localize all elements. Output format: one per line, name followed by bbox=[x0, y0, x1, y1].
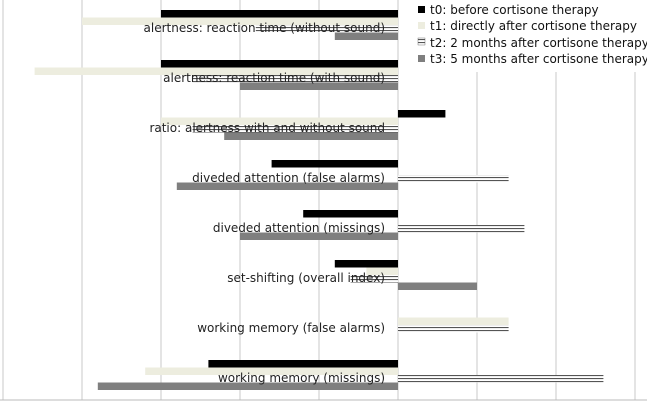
bar-t3-cat-4 bbox=[240, 232, 398, 240]
bar-t1-cat-0 bbox=[82, 17, 398, 25]
legend-label-t2: t2: 2 months after cortisone therapy bbox=[430, 36, 647, 50]
bar-t3-cat-0 bbox=[334, 32, 398, 40]
category-label: alertness: reaction time (without sound) bbox=[144, 21, 386, 35]
bar-t3-cat-3 bbox=[176, 182, 398, 190]
bar-t1-cat-2 bbox=[161, 117, 398, 125]
bars bbox=[34, 10, 604, 390]
bar-t0-cat-2 bbox=[398, 110, 446, 118]
category-labels: alertness: reaction time (without sound)… bbox=[144, 21, 386, 385]
bar-t3-cat-5 bbox=[398, 282, 477, 290]
category-label: alertness: reaction time (with sound) bbox=[163, 71, 385, 85]
bar-t1-cat-1 bbox=[34, 67, 398, 75]
bar-t0-cat-1 bbox=[161, 60, 398, 68]
legend-item-t2: t2: 2 months after cortisone therapy bbox=[417, 36, 647, 50]
legend-label-t0: t0: before cortisone therapy bbox=[430, 3, 599, 17]
legend-label-t3: t3: 5 months after cortisone therapy bbox=[430, 52, 647, 66]
bar-t1-cat-6 bbox=[398, 317, 509, 325]
legend-label-t1: t1: directly after cortisone therapy bbox=[430, 19, 637, 33]
bar-t0-cat-5 bbox=[334, 260, 398, 268]
legend: t0: before cortisone therapy t1: directl… bbox=[412, 0, 647, 72]
bar-t2-cat-1 bbox=[192, 75, 398, 83]
category-label: diveded attention (missings) bbox=[213, 221, 385, 235]
legend-swatch-t2 bbox=[417, 37, 426, 46]
bar-t1-cat-7 bbox=[145, 367, 398, 375]
bar-t2-cat-5 bbox=[350, 275, 398, 283]
bar-t2-cat-6 bbox=[398, 325, 509, 333]
bar-t0-cat-3 bbox=[271, 160, 398, 168]
category-label: ratio: alertness with and without sound bbox=[149, 121, 385, 135]
legend-swatch-t1 bbox=[418, 22, 425, 29]
legend-item-t3: t3: 5 months after cortisone therapy bbox=[418, 52, 647, 66]
category-label: working memory (false alarms) bbox=[197, 321, 385, 335]
bar-t2-cat-2 bbox=[192, 125, 398, 133]
category-label: working memory (missings) bbox=[218, 371, 385, 385]
bar-t2-cat-0 bbox=[255, 25, 398, 33]
legend-swatch-t3 bbox=[418, 55, 425, 62]
category-label: diveded attention (false alarms) bbox=[192, 171, 385, 185]
bar-t3-cat-7 bbox=[97, 382, 399, 390]
bar-t0-cat-7 bbox=[208, 360, 398, 368]
bar-t2-cat-3 bbox=[398, 175, 509, 183]
category-label: set-shifting (overall index) bbox=[227, 271, 385, 285]
legend-item-t1: t1: directly after cortisone therapy bbox=[418, 19, 637, 33]
bar-t1-cat-5 bbox=[366, 267, 398, 275]
bar-t0-cat-4 bbox=[303, 210, 398, 218]
bar-t3-cat-1 bbox=[240, 82, 398, 90]
bar-t0-cat-0 bbox=[161, 10, 398, 18]
bar-t3-cat-2 bbox=[224, 132, 398, 140]
legend-item-t0: t0: before cortisone therapy bbox=[418, 3, 599, 17]
bar-t2-cat-7 bbox=[398, 375, 604, 383]
bar-t2-cat-4 bbox=[398, 225, 525, 233]
legend-swatch-t0 bbox=[418, 6, 425, 13]
